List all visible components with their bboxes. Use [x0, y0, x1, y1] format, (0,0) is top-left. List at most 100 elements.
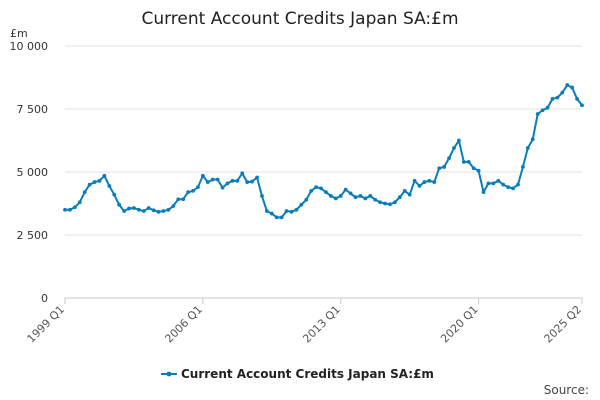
data-point[interactable]	[417, 183, 422, 188]
data-point[interactable]	[506, 185, 511, 190]
data-point[interactable]	[442, 165, 447, 169]
data-point[interactable]	[368, 194, 373, 198]
data-point[interactable]	[481, 190, 486, 195]
data-point[interactable]	[82, 190, 87, 195]
data-point[interactable]	[516, 182, 520, 187]
data-point[interactable]	[210, 177, 215, 182]
data-point[interactable]	[358, 194, 363, 198]
data-point[interactable]	[269, 211, 274, 216]
data-point[interactable]	[575, 97, 579, 101]
data-point[interactable]	[112, 192, 117, 197]
data-point[interactable]	[496, 178, 501, 183]
data-point[interactable]	[186, 190, 191, 195]
data-point[interactable]	[397, 195, 402, 200]
data-point[interactable]	[284, 209, 289, 213]
data-point[interactable]	[447, 156, 451, 161]
data-point[interactable]	[72, 205, 77, 210]
data-point[interactable]	[181, 197, 186, 202]
data-point[interactable]	[156, 209, 161, 214]
data-point[interactable]	[324, 190, 328, 195]
data-point[interactable]	[427, 178, 432, 183]
data-point[interactable]	[225, 181, 230, 186]
data-point[interactable]	[274, 215, 279, 220]
data-point[interactable]	[486, 181, 491, 186]
data-point[interactable]	[191, 189, 195, 193]
data-point[interactable]	[200, 173, 205, 178]
data-point[interactable]	[319, 186, 323, 191]
data-point[interactable]	[452, 146, 456, 150]
data-point[interactable]	[132, 206, 136, 210]
data-point[interactable]	[255, 175, 259, 180]
data-point[interactable]	[535, 112, 540, 116]
data-point[interactable]	[196, 185, 200, 190]
data-point[interactable]	[476, 168, 481, 173]
data-point[interactable]	[402, 189, 407, 193]
data-point[interactable]	[299, 202, 304, 207]
data-point[interactable]	[304, 197, 309, 202]
data-point[interactable]	[570, 85, 575, 90]
data-point[interactable]	[383, 201, 387, 206]
data-point[interactable]	[146, 206, 151, 210]
data-point[interactable]	[378, 200, 383, 205]
data-point[interactable]	[279, 215, 284, 220]
data-point[interactable]	[393, 200, 397, 205]
data-point[interactable]	[457, 138, 461, 143]
data-point[interactable]	[555, 95, 560, 100]
data-point[interactable]	[63, 207, 67, 212]
data-point[interactable]	[343, 187, 348, 192]
data-point[interactable]	[87, 182, 92, 187]
data-point[interactable]	[176, 197, 181, 202]
data-point[interactable]	[166, 207, 171, 212]
data-point[interactable]	[333, 196, 338, 201]
data-point[interactable]	[141, 209, 146, 213]
data-point[interactable]	[545, 105, 550, 110]
data-point[interactable]	[230, 178, 235, 183]
data-point[interactable]	[136, 207, 141, 212]
data-point[interactable]	[260, 194, 264, 198]
data-point[interactable]	[161, 209, 166, 213]
data-point[interactable]	[102, 173, 107, 178]
data-point[interactable]	[107, 183, 112, 188]
data-point[interactable]	[338, 194, 343, 198]
data-point[interactable]	[289, 209, 294, 214]
data-point[interactable]	[521, 165, 525, 169]
data-point[interactable]	[525, 146, 530, 150]
data-point[interactable]	[314, 185, 319, 190]
data-point[interactable]	[309, 189, 314, 193]
data-point[interactable]	[422, 180, 427, 184]
data-point[interactable]	[501, 182, 506, 187]
data-point[interactable]	[245, 180, 250, 184]
data-point[interactable]	[363, 196, 368, 201]
data-point[interactable]	[294, 207, 299, 212]
data-point[interactable]	[565, 83, 570, 87]
data-point[interactable]	[471, 166, 476, 171]
data-point[interactable]	[353, 195, 358, 200]
data-point[interactable]	[437, 166, 442, 171]
data-point[interactable]	[117, 202, 122, 207]
data-point[interactable]	[171, 204, 176, 208]
legend[interactable]: Current Account Credits Japan SA:£m	[161, 367, 434, 381]
data-point[interactable]	[388, 202, 392, 207]
data-point[interactable]	[220, 185, 225, 190]
data-point[interactable]	[348, 191, 353, 196]
data-point[interactable]	[264, 209, 269, 213]
data-point[interactable]	[97, 178, 102, 183]
data-point[interactable]	[491, 181, 496, 186]
data-point[interactable]	[461, 160, 466, 164]
data-point[interactable]	[127, 206, 131, 211]
data-point[interactable]	[205, 180, 210, 184]
data-point[interactable]	[540, 108, 545, 113]
data-point[interactable]	[466, 160, 471, 164]
data-point[interactable]	[77, 200, 82, 205]
data-point[interactable]	[373, 197, 378, 202]
data-point[interactable]	[68, 207, 72, 212]
data-point[interactable]	[240, 171, 245, 176]
data-point[interactable]	[151, 208, 156, 213]
data-point[interactable]	[550, 97, 555, 101]
data-point[interactable]	[122, 209, 126, 213]
data-point[interactable]	[432, 180, 437, 184]
data-point[interactable]	[530, 137, 535, 142]
data-point[interactable]	[250, 179, 255, 184]
data-point[interactable]	[511, 186, 515, 191]
data-point[interactable]	[407, 192, 412, 197]
